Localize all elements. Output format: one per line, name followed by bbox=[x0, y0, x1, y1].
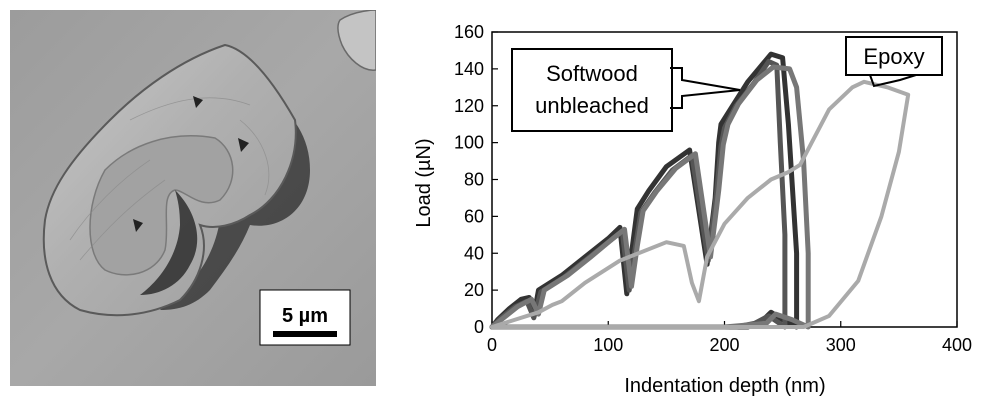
annotation-arrow-softwood bbox=[670, 67, 741, 91]
y-tick-label: 120 bbox=[454, 96, 484, 116]
annotation-arrow-unbleached bbox=[670, 89, 741, 109]
x-tick-label: 200 bbox=[709, 335, 739, 355]
annotation-arrow-epoxy bbox=[869, 74, 917, 88]
x-tick-label: 400 bbox=[942, 335, 972, 355]
epoxy-curve-4 bbox=[490, 79, 911, 329]
afm-micrograph: 5 µm bbox=[10, 10, 376, 386]
scale-bar-label: 5 µm bbox=[282, 305, 328, 327]
softwood-curve-3 bbox=[489, 64, 811, 330]
load-depth-chart: 0 100 200 300 400 0 20 40 60 80 100 120 140 160 Softw… bbox=[413, 22, 972, 397]
indent-mark bbox=[238, 138, 249, 152]
y-tick-label: 80 bbox=[464, 170, 484, 190]
annotation-box-softwood bbox=[511, 48, 673, 132]
y-tick-label: 140 bbox=[454, 59, 484, 79]
x-tick-label: 300 bbox=[826, 335, 856, 355]
annotation-unbleached: unbleached bbox=[535, 93, 649, 118]
annotation-softwood: Softwood bbox=[546, 61, 638, 86]
x-axis-label: Indentation depth (nm) bbox=[624, 375, 825, 397]
cell-lumen bbox=[89, 135, 234, 276]
scale-bar bbox=[273, 331, 337, 337]
x-tick-label: 0 bbox=[487, 335, 497, 355]
annotation-box-epoxy bbox=[845, 36, 943, 76]
y-tick-label: 60 bbox=[464, 206, 484, 226]
x-tick-label: 100 bbox=[593, 335, 623, 355]
y-tick-label: 40 bbox=[464, 243, 484, 263]
annotation-epoxy: Epoxy bbox=[863, 44, 924, 69]
y-axis-label: Load (µN) bbox=[413, 138, 435, 227]
series-layer bbox=[489, 51, 911, 330]
y-tick-label: 20 bbox=[464, 280, 484, 300]
y-tick-label: 160 bbox=[454, 22, 484, 42]
indent-mark bbox=[133, 219, 143, 232]
annotation-layer: Softwood unbleached Epoxy bbox=[511, 36, 943, 132]
indent-mark bbox=[193, 96, 203, 108]
y-tick-label: 0 bbox=[474, 317, 484, 337]
y-tick-label: 100 bbox=[454, 133, 484, 153]
